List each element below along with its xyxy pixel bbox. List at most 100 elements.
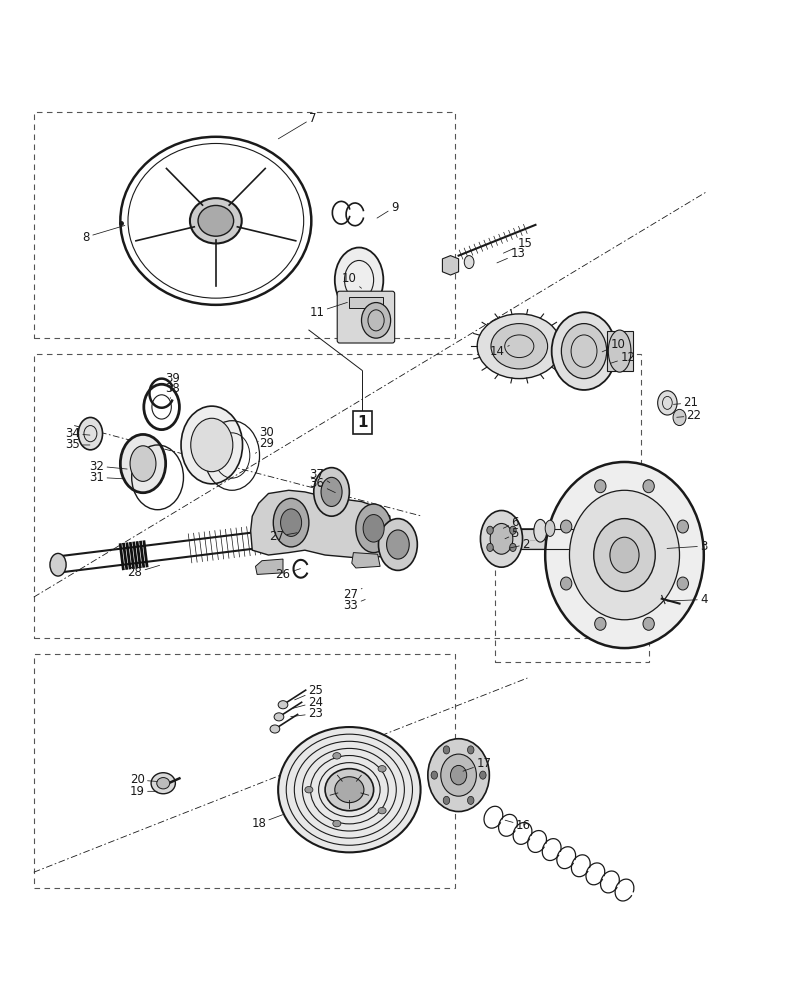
Ellipse shape (544, 462, 703, 648)
Text: 19: 19 (130, 785, 157, 798)
Ellipse shape (130, 446, 156, 481)
Ellipse shape (378, 807, 386, 814)
Text: 30: 30 (257, 426, 274, 442)
Ellipse shape (560, 520, 571, 533)
Polygon shape (251, 490, 389, 558)
Ellipse shape (278, 727, 420, 852)
Polygon shape (255, 559, 283, 574)
Text: 10: 10 (341, 272, 361, 288)
Text: 31: 31 (89, 471, 125, 484)
Polygon shape (442, 256, 458, 275)
Text: 8: 8 (83, 225, 125, 244)
Ellipse shape (313, 468, 349, 516)
Ellipse shape (594, 617, 605, 630)
Bar (349, 297, 383, 308)
Text: 18: 18 (251, 815, 282, 830)
Text: 4: 4 (666, 593, 706, 606)
Text: 14: 14 (489, 345, 508, 358)
Polygon shape (351, 553, 380, 568)
Ellipse shape (324, 769, 373, 811)
Ellipse shape (480, 511, 522, 567)
Ellipse shape (440, 754, 476, 796)
Ellipse shape (609, 537, 638, 573)
Text: 27: 27 (268, 530, 297, 543)
Ellipse shape (190, 198, 242, 243)
Ellipse shape (181, 406, 242, 484)
Text: 34: 34 (65, 427, 90, 440)
Ellipse shape (50, 553, 66, 576)
Ellipse shape (334, 248, 383, 312)
Text: 13: 13 (496, 247, 525, 263)
Ellipse shape (157, 778, 169, 789)
Ellipse shape (509, 526, 516, 534)
Text: 1: 1 (357, 415, 367, 430)
Ellipse shape (607, 330, 630, 372)
Ellipse shape (320, 477, 341, 506)
Text: 37: 37 (309, 468, 329, 483)
Ellipse shape (672, 409, 685, 426)
Ellipse shape (274, 713, 284, 721)
Text: 6: 6 (503, 516, 518, 529)
Ellipse shape (270, 725, 280, 733)
Text: 32: 32 (89, 460, 127, 473)
Text: 29: 29 (255, 437, 274, 453)
Text: 2: 2 (508, 538, 529, 551)
Ellipse shape (490, 523, 513, 554)
Ellipse shape (333, 820, 341, 827)
Ellipse shape (551, 312, 616, 390)
Ellipse shape (467, 796, 474, 804)
Ellipse shape (278, 701, 287, 709)
Ellipse shape (487, 543, 492, 551)
Ellipse shape (464, 256, 474, 269)
Ellipse shape (509, 543, 516, 551)
Text: 10: 10 (602, 338, 624, 352)
Text: 21: 21 (672, 396, 697, 409)
Ellipse shape (642, 480, 654, 493)
Ellipse shape (560, 577, 571, 590)
Text: 33: 33 (343, 599, 365, 612)
Ellipse shape (78, 417, 102, 450)
Ellipse shape (431, 771, 437, 779)
Ellipse shape (533, 519, 546, 542)
Ellipse shape (450, 765, 466, 785)
Text: 9: 9 (376, 201, 398, 218)
Text: 25: 25 (294, 684, 323, 700)
Ellipse shape (544, 520, 554, 536)
Ellipse shape (443, 746, 449, 754)
Text: 35: 35 (65, 438, 90, 451)
Text: 24: 24 (293, 696, 323, 709)
Text: 5: 5 (504, 527, 518, 540)
Ellipse shape (361, 303, 390, 338)
Text: 12: 12 (610, 351, 634, 364)
Text: 28: 28 (127, 565, 160, 579)
Ellipse shape (642, 617, 654, 630)
Ellipse shape (657, 391, 676, 415)
Ellipse shape (198, 205, 234, 236)
Bar (606, 331, 632, 371)
Ellipse shape (443, 796, 449, 804)
Text: 23: 23 (290, 707, 323, 720)
Ellipse shape (491, 324, 547, 369)
Text: 36: 36 (309, 477, 335, 493)
Ellipse shape (594, 480, 605, 493)
Text: 27: 27 (343, 588, 362, 601)
Ellipse shape (569, 490, 679, 620)
Ellipse shape (479, 771, 486, 779)
Ellipse shape (487, 526, 492, 534)
Ellipse shape (355, 504, 391, 553)
Ellipse shape (467, 746, 474, 754)
Ellipse shape (378, 766, 386, 772)
Ellipse shape (304, 786, 312, 793)
Ellipse shape (273, 498, 308, 547)
Text: 7: 7 (278, 112, 316, 139)
Ellipse shape (151, 773, 175, 794)
Ellipse shape (281, 509, 301, 536)
Ellipse shape (427, 739, 489, 812)
Ellipse shape (334, 777, 363, 803)
Ellipse shape (386, 530, 409, 559)
Text: 26: 26 (275, 568, 300, 581)
Ellipse shape (363, 515, 384, 542)
Text: 17: 17 (462, 757, 491, 771)
Text: 15: 15 (503, 237, 532, 253)
Ellipse shape (378, 519, 417, 570)
